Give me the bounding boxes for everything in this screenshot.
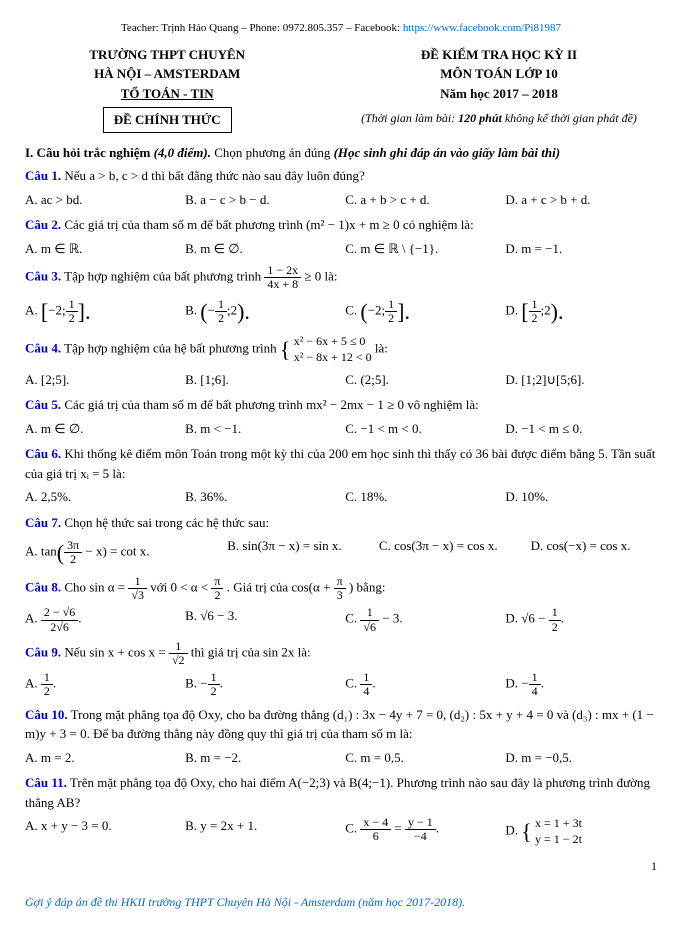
q8-D: D. √6 − 12.	[505, 606, 657, 633]
q5: Câu 5. Các giá trị của tham số m để bất …	[25, 395, 657, 415]
year-line: Năm học 2017 – 2018	[341, 84, 657, 104]
q1-D: D. a + c > b + d.	[505, 190, 657, 210]
q5-B: B. m < −1.	[185, 419, 337, 439]
q6-A: A. 2,5%.	[25, 487, 177, 507]
q4-C: C. (2;5].	[345, 370, 497, 390]
school-line1: TRƯỜNG THPT CHUYÊN	[25, 45, 309, 65]
brace-icon: {	[280, 340, 291, 360]
footer-note: Gợi ý đáp án đề thi HKII trường THPT Chu…	[25, 893, 657, 911]
subject-line: MÔN TOÁN LỚP 10	[341, 64, 657, 84]
q2-A: A. m ∈ ℝ.	[25, 239, 177, 259]
official-box: ĐỀ CHÍNH THỨC	[103, 107, 232, 133]
q7-B: B. sin(3π − x) = sin x.	[227, 536, 379, 569]
q9-B: B. −12.	[185, 671, 337, 698]
q5-D: D. −1 < m ≤ 0.	[505, 419, 657, 439]
q2-B: B. m ∈ ∅.	[185, 239, 337, 259]
q6-B: B. 36%.	[185, 487, 337, 507]
q2-D: D. m = −1.	[505, 239, 657, 259]
q6-D: D. 10%.	[505, 487, 657, 507]
q10-options: A. m = 2. B. m = −2. C. m = 0,5. D. m = …	[25, 748, 657, 768]
q4: Câu 4. Tập hợp nghiệm của hệ bất phương …	[25, 334, 657, 365]
q3-B: B. (−12;2).	[185, 295, 337, 328]
q10: Câu 10. Trong mặt phẳng tọa độ Oxy, cho …	[25, 705, 657, 744]
page-number: 1	[25, 857, 657, 875]
header-row: TRƯỜNG THPT CHUYÊN HÀ NỘI – AMSTERDAM TỔ…	[25, 45, 657, 133]
teacher-fb: https://www.facebook.com/Pi81987	[403, 22, 561, 34]
q8: Câu 8. Cho sin α = 1√3 với 0 < α < π2 . …	[25, 575, 657, 602]
q2-C: C. m ∈ ℝ \ {−1}.	[345, 239, 497, 259]
q1-options: A. ac > bd. B. a − c > b − d. C. a + b >…	[25, 190, 657, 210]
q9-D: D. −14.	[505, 671, 657, 698]
q1-B: B. a − c > b − d.	[185, 190, 337, 210]
q11-D: D. { x = 1 + 3t y = 1 − 2t	[505, 816, 657, 847]
q11-C: C. x − 46 = y − 1−4.	[345, 816, 497, 847]
q8-options: A. 2 − √62√6. B. √6 − 3. C. 1√6 − 3. D. …	[25, 606, 657, 633]
q8-A: A. 2 − √62√6.	[25, 606, 177, 633]
school-line2: HÀ NỘI – AMSTERDAM	[25, 64, 309, 84]
q9-C: C. 14.	[345, 671, 497, 698]
q2-options: A. m ∈ ℝ. B. m ∈ ∅. C. m ∈ ℝ \ {−1}. D. …	[25, 239, 657, 259]
q11-A: A. x + y − 3 = 0.	[25, 816, 177, 847]
q8-C: C. 1√6 − 3.	[345, 606, 497, 633]
dept-line: TỔ TOÁN - TIN	[25, 84, 309, 104]
q3: Câu 3. Tập hợp nghiệm của bất phương trì…	[25, 264, 657, 291]
q7-D: D. cos(−x) = cos x.	[531, 536, 657, 569]
q9-options: A. 12. B. −12. C. 14. D. −14.	[25, 671, 657, 698]
q10-C: C. m = 0,5.	[345, 748, 497, 768]
q2: Câu 2. Các giá trị của tham số m để bất …	[25, 215, 657, 235]
q3-options: A. [−2;12]. B. (−12;2). C. (−2;12]. D. […	[25, 295, 657, 328]
q7-A: A. tan(3π2 − x) = cot x.	[25, 536, 227, 569]
q6: Câu 6. Khi thống kê điểm môn Toán trong …	[25, 444, 657, 483]
q3-C: C. (−2;12].	[345, 295, 497, 328]
teacher-text: Teacher: Trịnh Hảo Quang – Phone: 0972.8…	[121, 22, 403, 34]
exam-title: ĐỀ KIỂM TRA HỌC KỲ II	[341, 45, 657, 65]
q3-D: D. [12;2).	[505, 295, 657, 328]
q9-A: A. 12.	[25, 671, 177, 698]
header-left: TRƯỜNG THPT CHUYÊN HÀ NỘI – AMSTERDAM TỔ…	[25, 45, 309, 133]
q3-frac: 1 − 2x4x + 8	[264, 264, 301, 291]
q11-B: B. y = 2x + 1.	[185, 816, 337, 847]
q11-options: A. x + y − 3 = 0. B. y = 2x + 1. C. x − …	[25, 816, 657, 847]
q1: Câu 1. Nếu a > b, c > d thì bất đẳng thứ…	[25, 166, 657, 186]
q9: Câu 9. Nếu sin x + cos x = 1√2 thì giá t…	[25, 640, 657, 667]
q4-B: B. [1;6].	[185, 370, 337, 390]
q5-C: C. −1 < m < 0.	[345, 419, 497, 439]
q11: Câu 11. Trên mặt phẳng tọa độ Oxy, cho h…	[25, 773, 657, 812]
q1-C: C. a + b > c + d.	[345, 190, 497, 210]
brace-icon: {	[521, 822, 532, 842]
q5-A: A. m ∈ ∅.	[25, 419, 177, 439]
q3-A: A. [−2;12].	[25, 295, 177, 328]
q6-C: C. 18%.	[345, 487, 497, 507]
q8-B: B. √6 − 3.	[185, 606, 337, 633]
time-note: (Thời gian làm bài: 120 phút không kể th…	[341, 109, 657, 127]
q10-D: D. m = −0,5.	[505, 748, 657, 768]
q4-A: A. [2;5].	[25, 370, 177, 390]
q4-D: D. [1;2]∪[5;6].	[505, 370, 657, 390]
q7-options: A. tan(3π2 − x) = cot x. B. sin(3π − x) …	[25, 536, 657, 569]
part1-heading: I. Câu hỏi trắc nghiệm (4,0 điểm). Chọn …	[25, 143, 657, 163]
q10-A: A. m = 2.	[25, 748, 177, 768]
q5-options: A. m ∈ ∅. B. m < −1. C. −1 < m < 0. D. −…	[25, 419, 657, 439]
header-right: ĐỀ KIỂM TRA HỌC KỲ II MÔN TOÁN LỚP 10 Nă…	[341, 45, 657, 133]
q6-options: A. 2,5%. B. 36%. C. 18%. D. 10%.	[25, 487, 657, 507]
q10-B: B. m = −2.	[185, 748, 337, 768]
q1-A: A. ac > bd.	[25, 190, 177, 210]
q7: Câu 7. Chọn hệ thức sai trong các hệ thứ…	[25, 513, 657, 533]
teacher-line: Teacher: Trịnh Hảo Quang – Phone: 0972.8…	[25, 20, 657, 37]
q4-options: A. [2;5]. B. [1;6]. C. (2;5]. D. [1;2]∪[…	[25, 370, 657, 390]
q7-C: C. cos(3π − x) = cos x.	[379, 536, 531, 569]
